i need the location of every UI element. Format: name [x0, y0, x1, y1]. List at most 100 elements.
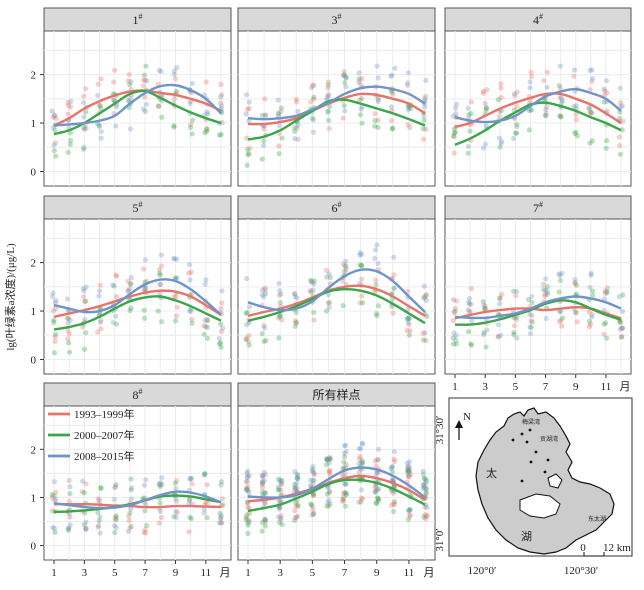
data-point: [373, 277, 379, 283]
data-point: [275, 514, 282, 520]
data-point: [453, 341, 459, 347]
data-point: [587, 284, 593, 291]
data-point: [556, 289, 562, 295]
data-point: [420, 468, 426, 474]
data-point: [574, 319, 580, 325]
data-point: [51, 525, 58, 531]
data-point: [341, 268, 347, 275]
y-tick-label: 2: [31, 70, 37, 82]
data-point: [620, 118, 626, 124]
gridlines: [445, 219, 631, 374]
data-point: [243, 478, 249, 485]
legend-entry: 2000–2007年: [74, 428, 135, 442]
data-point: [404, 460, 410, 466]
bay-label: 梅梁湾: [522, 418, 540, 426]
data-point: [404, 316, 410, 322]
data-point: [110, 319, 116, 326]
data-point: [276, 143, 282, 149]
data-point: [589, 314, 595, 320]
data-point: [604, 285, 610, 291]
data-point: [311, 309, 317, 316]
plot-area: [237, 405, 436, 561]
north-arrow: N: [455, 411, 471, 440]
data-point: [617, 319, 623, 326]
data-point: [589, 311, 595, 318]
data-point: [261, 338, 267, 345]
data-point: [407, 506, 413, 512]
data-point: [573, 129, 579, 135]
data-point: [358, 446, 364, 452]
data-point: [602, 288, 608, 294]
data-point: [451, 330, 457, 336]
data-point: [557, 272, 563, 279]
data-point: [375, 75, 381, 81]
lake-char-1: 太: [486, 467, 497, 480]
data-point: [406, 507, 412, 513]
data-point: [205, 111, 211, 117]
data-point: [216, 520, 223, 526]
data-point: [324, 457, 330, 463]
data-point: [341, 72, 347, 78]
sampling-point: [546, 458, 550, 462]
data-point: [276, 487, 282, 493]
data-point: [423, 485, 429, 491]
data-point: [262, 523, 268, 529]
data-point: [219, 520, 225, 526]
data-point: [203, 499, 209, 506]
data-point: [452, 305, 459, 312]
data-point: [141, 529, 147, 536]
data-point: [262, 472, 268, 478]
x-tick-label: 1: [245, 567, 251, 579]
data-point: [263, 112, 269, 118]
data-point: [421, 113, 427, 119]
data-point: [343, 491, 349, 497]
data-point: [453, 105, 459, 111]
data-point: [325, 85, 331, 91]
data-point: [142, 286, 149, 292]
data-point: [558, 317, 564, 323]
data-point: [603, 78, 610, 84]
data-point: [187, 475, 193, 482]
data-point: [49, 108, 55, 114]
data-point: [356, 70, 362, 76]
data-point: [188, 475, 195, 481]
trend-line: [454, 87, 622, 124]
y-tick-label: 0: [31, 166, 37, 178]
data-point: [142, 94, 148, 100]
data-point: [83, 519, 89, 525]
data-point: [602, 88, 608, 94]
data-point: [171, 513, 177, 520]
data-point: [261, 126, 267, 132]
lon-label-right: 120°30′: [564, 565, 598, 577]
data-point: [259, 481, 265, 487]
data-point: [603, 145, 609, 151]
data-point: [374, 500, 380, 507]
x-tick-label: 5: [112, 567, 118, 579]
data-point: [617, 319, 624, 325]
data-point: [277, 519, 283, 525]
data-point: [527, 311, 533, 317]
data-point: [277, 477, 283, 483]
data-point: [450, 297, 457, 303]
data-point: [189, 481, 195, 487]
data-point: [340, 303, 346, 309]
data-point: [51, 148, 57, 154]
data-point: [276, 335, 282, 341]
plot-area: [444, 30, 632, 187]
data-point: [278, 291, 284, 297]
data-point: [357, 81, 363, 88]
data-point: [558, 308, 564, 315]
data-point: [245, 488, 251, 494]
x-tick-label: 7: [142, 567, 148, 579]
data-point: [53, 297, 59, 303]
data-point: [481, 302, 487, 308]
data-point: [406, 459, 413, 465]
data-point: [587, 321, 594, 327]
data-point: [172, 256, 178, 262]
data-point: [359, 458, 366, 464]
data-point: [326, 117, 332, 123]
data-point: [141, 482, 148, 488]
data-point: [375, 95, 381, 101]
data-point: [81, 522, 87, 528]
data-point: [372, 483, 378, 489]
